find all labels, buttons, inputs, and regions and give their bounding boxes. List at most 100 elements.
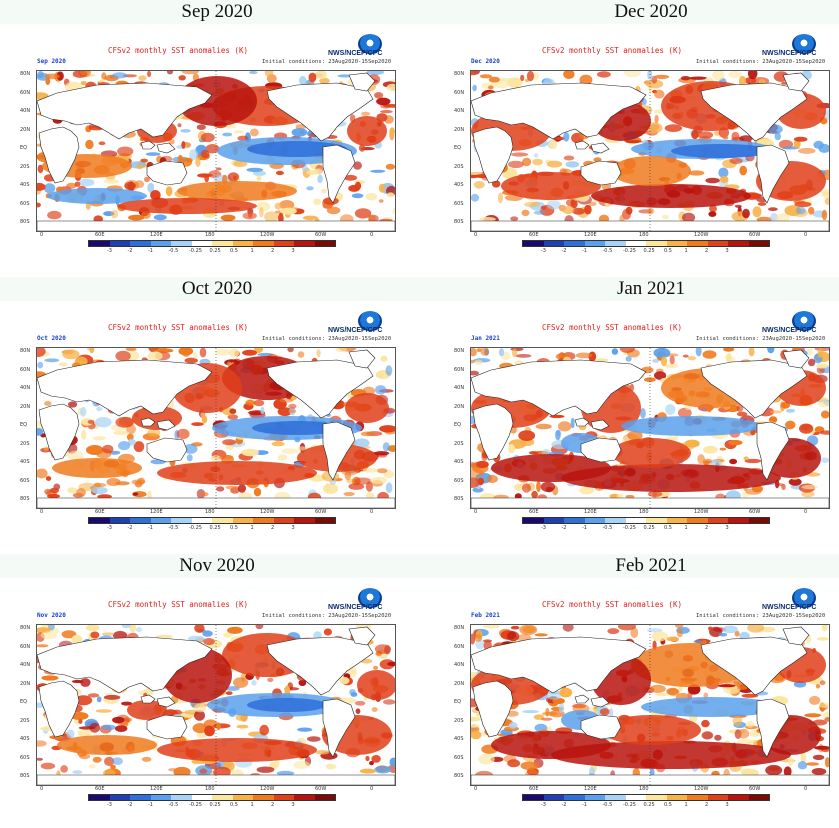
anomaly-patch <box>378 183 386 193</box>
anomaly-patch <box>618 625 636 631</box>
logo-text: NWS/NCEP/CPC <box>328 604 383 611</box>
anomaly-patch <box>216 486 225 492</box>
sst-anomaly-field <box>471 625 829 785</box>
anomaly-patch <box>781 483 786 490</box>
anomaly-patch <box>479 217 496 222</box>
anomaly-patch <box>752 206 762 218</box>
longitude-label: 120W <box>260 232 275 238</box>
colorbar-swatch <box>273 241 294 246</box>
logo-text: NWS/NCEP/CPC <box>328 50 383 57</box>
anomaly-patch <box>701 719 710 728</box>
anomaly-patch <box>177 123 182 128</box>
anomaly-patch <box>86 445 104 455</box>
anomaly-patch <box>80 678 91 687</box>
latitude-label: 20S <box>454 440 464 447</box>
colorbar-swatch <box>130 241 151 246</box>
anomaly-patch <box>48 625 55 631</box>
colorbar-label: -3 <box>541 802 546 808</box>
longitude-label: 120W <box>260 786 275 792</box>
anomaly-patch <box>365 755 370 762</box>
anomaly-patch <box>479 74 492 79</box>
anomaly-region <box>671 144 771 158</box>
latitude-label: 80N <box>20 71 31 77</box>
colorbar-swatch <box>748 241 769 246</box>
longitude-label: 180 <box>639 232 649 238</box>
anomaly-patch <box>233 130 244 134</box>
anomaly-patch <box>821 410 829 419</box>
colorbar-swatch <box>666 518 687 523</box>
colorbar-swatch <box>232 518 253 523</box>
anomaly-patch <box>474 359 483 365</box>
anomaly-patch <box>317 174 323 184</box>
anomaly-patch <box>734 204 742 208</box>
anomaly-patch <box>806 762 819 766</box>
anomaly-patch <box>748 348 755 357</box>
anomaly-patch <box>562 206 575 215</box>
anomaly-patch <box>138 690 154 696</box>
anomaly-patch <box>242 212 257 220</box>
continent-outline <box>471 497 829 508</box>
anomaly-patch <box>536 481 541 493</box>
anomaly-patch <box>767 348 775 354</box>
longitude-label: 180 <box>639 509 649 515</box>
colorbar-swatch <box>523 518 544 523</box>
anomaly-patch <box>259 724 269 736</box>
noaa-logo-icon <box>358 588 382 608</box>
anomaly-patch <box>355 708 361 714</box>
anomaly-patch <box>718 632 728 637</box>
anomaly-patch <box>498 192 503 204</box>
longitude-label: 60W <box>315 232 327 238</box>
anomaly-patch <box>194 710 205 721</box>
anomaly-patch <box>563 155 575 161</box>
anomaly-patch <box>647 208 654 215</box>
anomaly-patch <box>508 721 518 729</box>
map-panel: CFSv2 monthly SST anomalies (K) NWS/NCEP… <box>0 24 434 274</box>
anomaly-patch <box>680 76 691 81</box>
colorbar-swatch <box>109 241 130 246</box>
anomaly-patch <box>682 354 689 358</box>
anomaly-patch <box>121 701 133 706</box>
sst-map <box>470 347 830 509</box>
latitude-label: 80S <box>20 219 30 225</box>
colorbar-label: -3 <box>107 802 112 808</box>
map-panel: CFSv2 monthly SST anomalies (K) NWS/NCEP… <box>0 578 434 828</box>
anomaly-patch <box>61 630 77 639</box>
anomaly-blobs <box>471 368 826 492</box>
anomaly-patch <box>739 135 753 142</box>
anomaly-patch <box>40 762 56 770</box>
anomaly-patch <box>250 128 259 137</box>
anomaly-patch <box>103 179 120 184</box>
colorbar-swatch <box>314 795 335 800</box>
anomaly-patch <box>546 160 563 168</box>
anomaly-patch <box>488 85 494 90</box>
anomaly-patch <box>44 401 52 406</box>
anomaly-region <box>561 464 781 492</box>
anomaly-region <box>47 188 147 204</box>
latitude-label: 20N <box>454 680 465 687</box>
anomaly-patch <box>281 448 299 455</box>
anomaly-patch <box>546 200 561 210</box>
anomaly-patch <box>144 176 150 183</box>
anomaly-patch <box>533 153 539 158</box>
anomaly-patch <box>85 625 100 632</box>
longitude-label: 0 <box>804 232 808 238</box>
colorbar-label: 2 <box>271 248 275 254</box>
continent-outline <box>590 696 610 708</box>
anomaly-patch <box>719 447 727 451</box>
anomaly-patch <box>652 359 660 363</box>
anomaly-patch <box>654 74 670 79</box>
anomaly-patch <box>630 627 639 638</box>
anomaly-patch <box>192 723 208 734</box>
latitude-label: 80S <box>454 496 464 502</box>
sst-anomaly-field <box>471 348 829 508</box>
anomaly-patch <box>339 676 350 685</box>
anomaly-patch <box>373 92 384 99</box>
colorbar-label: 0.5 <box>230 248 238 254</box>
anomaly-patch <box>132 492 139 496</box>
anomaly-patch <box>325 763 337 770</box>
anomaly-patch <box>747 625 765 633</box>
anomaly-patch <box>253 487 262 497</box>
anomaly-patch <box>267 677 274 682</box>
continent-outline <box>146 160 188 186</box>
anomaly-patch <box>315 750 330 755</box>
